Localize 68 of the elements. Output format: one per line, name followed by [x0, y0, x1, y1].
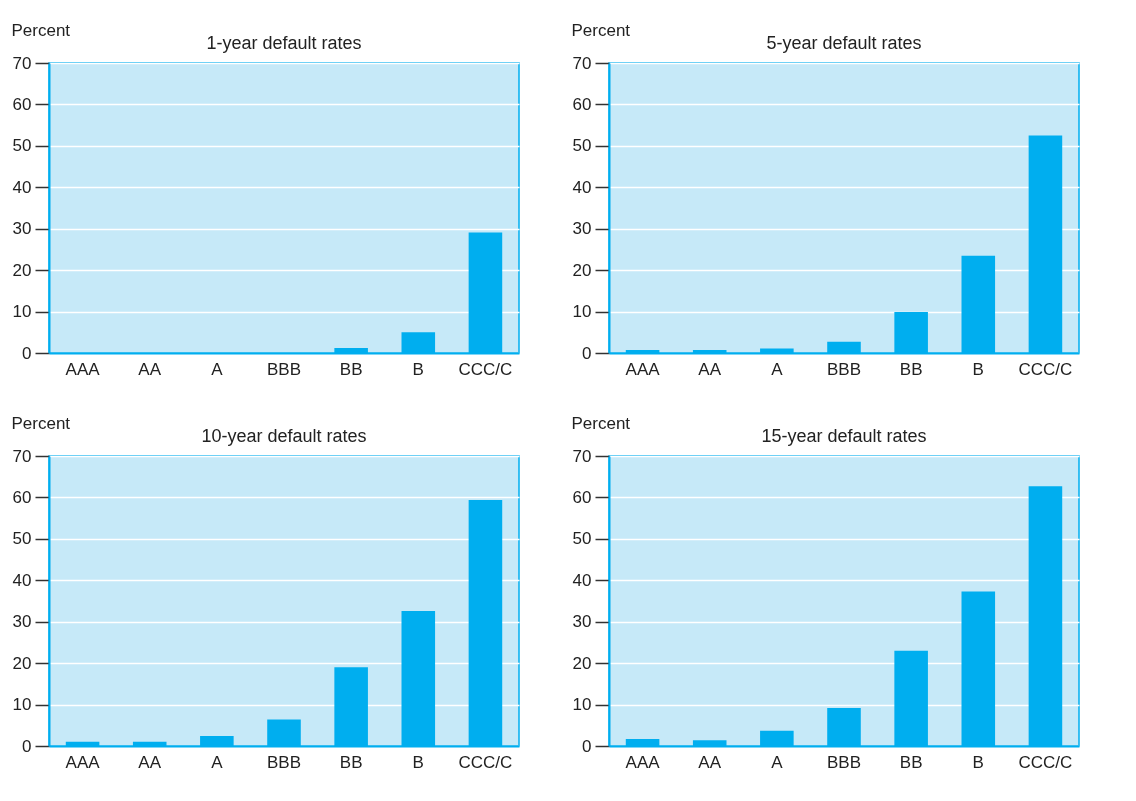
- x-tick-label: BBB: [826, 752, 862, 772]
- y-tick-label: 10: [12, 302, 32, 322]
- y-tick-label: 40: [12, 177, 32, 197]
- y-tick-label: 10: [572, 302, 592, 322]
- y-tick-label: 50: [572, 529, 592, 549]
- y-tick-label: 30: [12, 219, 32, 239]
- x-tick-label: B: [412, 752, 424, 772]
- x-tick-label: CCC/C: [458, 752, 513, 772]
- y-axis-title: Percent: [11, 413, 71, 433]
- y-tick-label: 20: [572, 260, 592, 280]
- x-tick-label: A: [771, 752, 784, 772]
- y-tick-label: 10: [572, 695, 592, 715]
- x-tick-label: CCC/C: [1018, 752, 1073, 772]
- y-tick-label: 50: [12, 529, 32, 549]
- y-axis-title: Percent: [571, 20, 631, 40]
- y-tick-label: 70: [12, 53, 32, 73]
- y-tick-label: 0: [582, 736, 592, 756]
- y-tick-label: 60: [572, 94, 592, 114]
- y-tick-label: 60: [12, 487, 32, 507]
- y-tick-label: 30: [572, 219, 592, 239]
- x-tick-label: AAA: [65, 752, 101, 772]
- y-axis-title: Percent: [571, 413, 631, 433]
- y-tick-label: 40: [572, 177, 592, 197]
- x-tick-label: B: [412, 359, 424, 379]
- x-tick-label: BBB: [826, 359, 862, 379]
- x-tick-label: CCC/C: [1018, 359, 1073, 379]
- x-tick-label: BB: [899, 752, 923, 772]
- x-tick-label: BB: [339, 359, 363, 379]
- chart-title: 5-year default rates: [766, 33, 922, 53]
- x-tick-label: B: [972, 752, 984, 772]
- x-tick-label: AAA: [625, 359, 661, 379]
- chart-title: 1-year default rates: [206, 33, 362, 53]
- y-tick-label: 60: [572, 487, 592, 507]
- y-tick-label: 30: [572, 612, 592, 632]
- y-tick-label: 20: [572, 653, 592, 673]
- y-tick-label: 40: [12, 570, 32, 590]
- x-tick-label: AA: [138, 752, 162, 772]
- y-tick-label: 60: [12, 94, 32, 114]
- x-tick-label: A: [771, 359, 784, 379]
- y-tick-label: 70: [572, 446, 592, 466]
- x-tick-label: BBB: [266, 359, 302, 379]
- chart-title: 15-year default rates: [761, 426, 927, 446]
- x-tick-label: A: [211, 359, 224, 379]
- x-tick-label: AA: [138, 359, 162, 379]
- x-tick-label: BB: [339, 752, 363, 772]
- x-tick-label: BB: [899, 359, 923, 379]
- x-tick-label: B: [972, 359, 984, 379]
- x-tick-label: AAA: [65, 359, 101, 379]
- y-tick-label: 0: [22, 736, 32, 756]
- x-tick-label: A: [211, 752, 224, 772]
- x-tick-label: BBB: [266, 752, 302, 772]
- y-tick-label: 0: [582, 343, 592, 363]
- y-tick-label: 20: [12, 653, 32, 673]
- chart-title: 10-year default rates: [201, 426, 367, 446]
- x-tick-label: AA: [698, 752, 722, 772]
- y-tick-label: 10: [12, 695, 32, 715]
- x-tick-label: AAA: [625, 752, 661, 772]
- y-tick-label: 20: [12, 260, 32, 280]
- y-axis-title: Percent: [11, 20, 71, 40]
- y-tick-label: 30: [12, 612, 32, 632]
- y-tick-label: 70: [12, 446, 32, 466]
- y-tick-label: 50: [572, 136, 592, 156]
- y-tick-label: 40: [572, 570, 592, 590]
- y-tick-label: 50: [12, 136, 32, 156]
- x-tick-label: AA: [698, 359, 722, 379]
- x-tick-label: CCC/C: [458, 359, 513, 379]
- y-tick-label: 0: [22, 343, 32, 363]
- y-tick-label: 70: [572, 53, 592, 73]
